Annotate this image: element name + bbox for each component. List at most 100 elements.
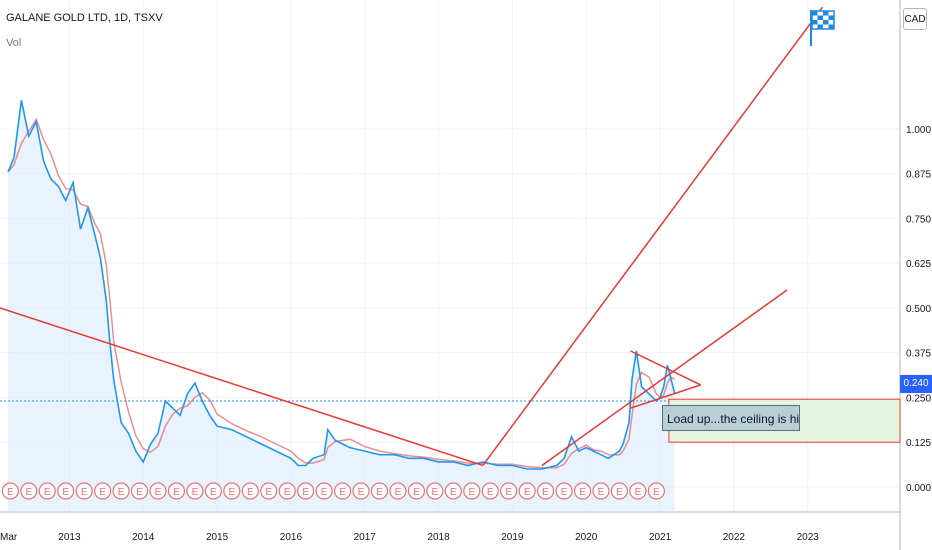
annotation-note[interactable]: Load up...the ceiling is high [662, 405, 800, 431]
y-axis: 1.000 0.875 0.750 0.625 0.500 0.375 0.250 0.125… [906, 125, 931, 494]
earnings-marker [167, 482, 186, 500]
currency-button[interactable]: CAD [903, 8, 927, 30]
moving-average-line [7, 117, 676, 469]
earnings-marker-label: E [62, 487, 69, 498]
earnings-marker [333, 482, 352, 500]
earnings-marker-label: E [376, 487, 383, 498]
x-tick-label: 2017 [354, 532, 377, 543]
symbol-title[interactable]: GALANE GOLD LTD, 1D, TSXV [6, 12, 163, 24]
earnings-marker [610, 482, 629, 500]
earnings-marker-label: E [247, 487, 254, 498]
earnings-marker-label: E [284, 487, 291, 498]
earnings-marker-label: E [302, 487, 309, 498]
earnings-marker-label: E [25, 487, 32, 498]
volume-label: Vol [6, 37, 22, 49]
earnings-marker-label: E [339, 487, 346, 498]
earnings-marker [444, 482, 462, 500]
earnings-marker [94, 482, 112, 500]
earnings-marker [223, 482, 241, 500]
earnings-marker-label: E [413, 487, 420, 498]
earnings-marker-label: E [432, 487, 439, 498]
earnings-marker [518, 482, 536, 500]
earnings-marker [555, 482, 573, 500]
earnings-marker-label: E [358, 487, 365, 498]
earnings-marker-label: E [118, 487, 125, 498]
earnings-marker-label: E [579, 487, 586, 498]
x-tick-label: 2016 [280, 532, 303, 543]
earnings-marker [315, 482, 333, 500]
earnings-marker-label: E [395, 487, 402, 498]
trend-line [630, 384, 701, 409]
earnings-marker [186, 482, 204, 500]
earnings-marker-label: E [136, 487, 143, 498]
earnings-marker [463, 482, 481, 500]
earnings-marker [500, 482, 518, 500]
earnings-marker-label: E [99, 487, 106, 498]
earnings-marker [481, 482, 499, 500]
earnings-marker-label: E [81, 487, 88, 498]
y-tick-label: 1.000 [906, 125, 931, 136]
earnings-marker-label: E [524, 487, 531, 498]
earnings-marker [370, 482, 389, 500]
earnings-marker-label: E [653, 487, 660, 498]
y-tick-label: 0.750 [906, 214, 931, 225]
earnings-marker-label: E [192, 487, 199, 498]
earnings-marker [297, 482, 315, 500]
earnings-marker-label: E [468, 487, 475, 498]
earnings-marker [629, 482, 647, 500]
x-tick-label: 2020 [575, 532, 598, 543]
earnings-marker-label: E [635, 487, 642, 498]
earnings-marker [204, 482, 222, 500]
x-tick-label: 2014 [132, 532, 155, 543]
trend-lines [0, 6, 824, 467]
earnings-marker [407, 482, 426, 500]
earnings-marker-label: E [44, 487, 51, 498]
price-line [7, 100, 676, 470]
earnings-marker-label: E [450, 487, 457, 498]
x-tick-label: 2019 [501, 532, 524, 543]
earnings-marker [573, 482, 592, 500]
earnings-marker-label: E [210, 487, 217, 498]
x-tick-label: Mar [0, 532, 18, 543]
earnings-marker-label: E [487, 487, 494, 498]
earnings-marker-label: E [542, 487, 549, 498]
y-tick-label: 0.125 [906, 438, 931, 449]
earnings-marker [112, 482, 130, 500]
earnings-marker [130, 482, 149, 500]
earnings-marker [352, 482, 370, 500]
x-tick-label: 2013 [58, 532, 81, 543]
earnings-marker [57, 482, 75, 500]
price-area [8, 100, 675, 513]
earnings-marker [592, 482, 610, 500]
y-tick-label: 0.250 [906, 393, 931, 404]
earnings-marker [241, 482, 259, 500]
y-tick-label: 0.875 [906, 170, 931, 181]
last-price-tag: 0.240 [900, 375, 932, 393]
earnings-marker [149, 482, 167, 500]
earnings-marker-label: E [505, 487, 512, 498]
earnings-marker-label: E [561, 487, 568, 498]
earnings-marker-label: E [155, 487, 162, 498]
earnings-marker [389, 482, 407, 500]
earnings-marker [426, 482, 444, 500]
earnings-marker [537, 482, 555, 500]
earnings-marker [647, 482, 665, 500]
x-tick-label: 2022 [723, 532, 746, 543]
earnings-marker [260, 482, 278, 500]
flag-icon[interactable] [808, 8, 836, 48]
y-tick-label: 0.625 [906, 259, 931, 270]
trend-line [630, 350, 701, 386]
earnings-marker-label: E [321, 487, 328, 498]
x-axis: Mar 2013 2014 2015 2016 2017 2018 2019 2020 2021 2… [0, 532, 819, 543]
y-tick-label: 0.000 [906, 483, 931, 494]
x-tick-label: 2023 [797, 532, 820, 543]
earnings-marker-label: E [265, 487, 272, 498]
earnings-marker [1, 482, 19, 500]
earnings-marker [278, 482, 296, 500]
earnings-marker-label: E [173, 487, 180, 498]
x-tick-label: 2018 [427, 532, 450, 543]
x-tick-label: 2021 [649, 532, 672, 543]
